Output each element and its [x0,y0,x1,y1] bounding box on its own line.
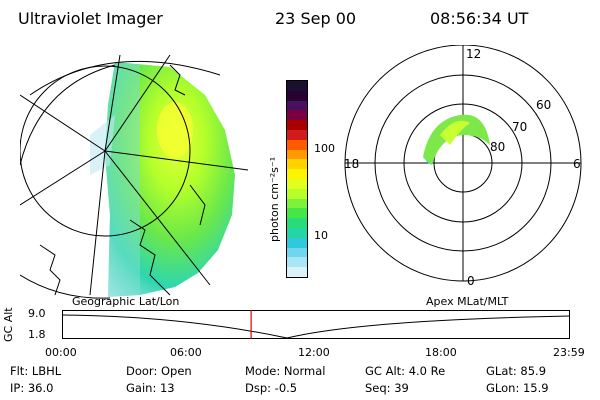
mlt-label-6: 6 [573,157,581,171]
instrument-title: Ultraviolet Imager [18,9,163,28]
colorbar-swatch [287,227,307,238]
timeline-xtick-3: 18:00 [425,346,457,359]
colorbar-swatch [287,257,307,268]
timeline-ytick-high: 9.0 [28,307,46,320]
mlt-label-12: 12 [466,47,481,61]
filter-info: Flt: LBHL [10,364,62,378]
lat-label-60: 60 [536,98,551,112]
colorbar-swatch [287,129,307,140]
geographic-map [20,55,249,299]
colorbar-swatch [287,139,307,150]
glat-info: GLat: 85.9 [486,364,547,378]
timeline-xtick-1: 06:00 [170,346,202,359]
colorbar-swatch [287,247,307,258]
colorbar-swatch [287,208,307,219]
glon-info: GLon: 15.9 [486,381,549,395]
lat-label-70: 70 [512,120,527,134]
timeline-xtick-0: 00:00 [45,346,77,359]
colorbar-swatch [287,237,307,248]
colorbar-unit-label: photon cm⁻²s⁻¹ [268,156,281,242]
geographic-label: Geographic Lat/Lon [72,295,180,308]
colorbar-swatch [287,218,307,228]
lat-label-80: 80 [490,140,505,154]
timeline-ytick-low: 1.8 [28,328,46,341]
door-info: Door: Open [126,364,192,378]
colorbar-swatch [287,178,307,189]
colorbar-swatch [287,169,307,179]
ip-info: IP: 36.0 [10,381,54,395]
time-label: 08:56:34 UT [430,9,529,28]
colorbar-swatch [287,110,307,121]
mlt-label-0: 0 [467,274,475,288]
timeline-xtick-2: 12:00 [298,346,330,359]
colorbar-swatch [287,267,307,277]
timeline-plot [62,310,571,339]
colorbar-swatch [287,90,307,101]
apex-label: Apex MLat/MLT [426,295,509,308]
colorbar [286,80,308,278]
dsp-info: Dsp: -0.5 [245,381,298,395]
colorbar-swatch [287,149,307,160]
gc-alt-info: GC Alt: 4.0 Re [365,364,446,378]
colorbar-swatch [287,100,307,111]
colorbar-swatch [287,159,307,170]
colorbar-swatch [287,198,307,209]
colorbar-swatch [287,81,307,91]
date-label: 23 Sep 00 [275,9,357,28]
timeline-axis-label: GC Alt [2,307,15,342]
gain-info: Gain: 13 [126,381,175,395]
mlt-label-18: 18 [344,157,359,171]
seq-info: Seq: 39 [365,381,409,395]
colorbar-tick-10: 10 [314,229,328,242]
colorbar-tick-100: 100 [314,142,335,155]
colorbar-swatch [287,188,307,199]
colorbar-swatch [287,120,307,130]
apex-polar-plot: 12 6 0 18 60 70 80 [344,45,582,288]
timeline-xtick-4: 23:59 [553,346,585,359]
mode-info: Mode: Normal [245,364,326,378]
